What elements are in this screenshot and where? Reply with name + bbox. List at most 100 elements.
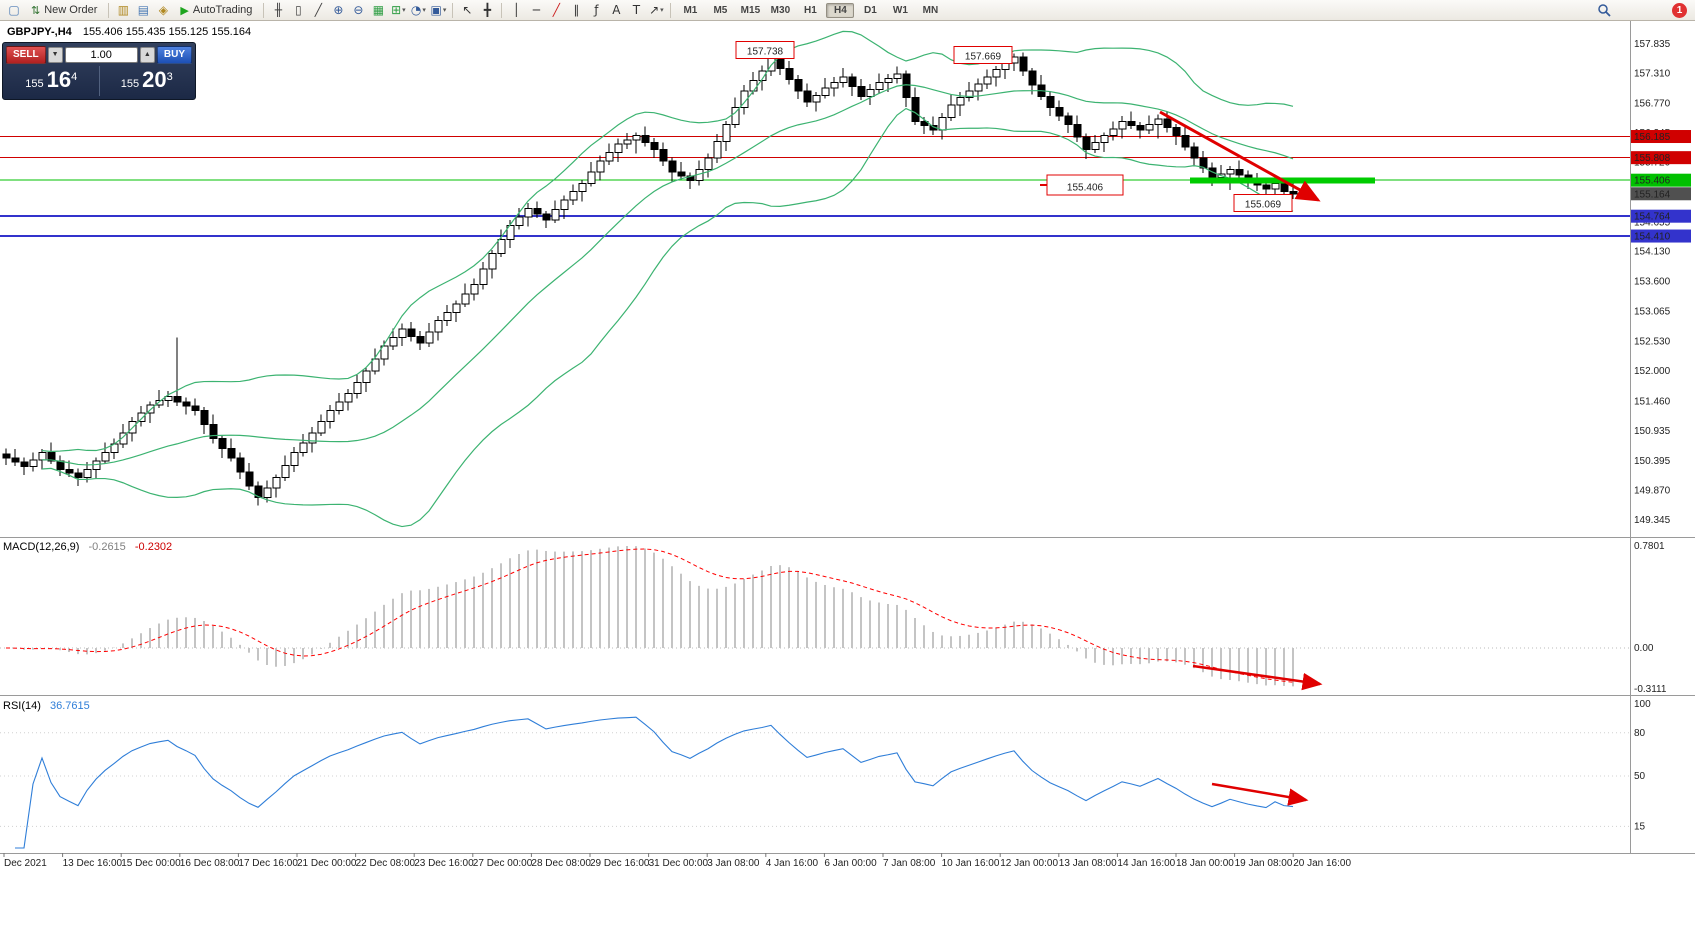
svg-text:150.395: 150.395 — [1634, 456, 1671, 467]
search-icon[interactable] — [1594, 1, 1614, 20]
navigator-icon[interactable]: ◈ — [158, 3, 169, 17]
timeframe-m1-button[interactable]: M1 — [683, 4, 698, 16]
timeframe-m5-button[interactable]: M5 — [713, 4, 728, 16]
rsi-panel[interactable] — [0, 716, 1630, 849]
text-icon[interactable]: A — [612, 3, 621, 17]
trendline-icon[interactable]: ╱ — [552, 3, 561, 17]
svg-text:20 Jan 16:00: 20 Jan 16:00 — [1293, 858, 1351, 869]
autotrading-button-label: AutoTrading — [192, 4, 253, 16]
dropdown-arrow-icon: ▾ — [402, 6, 406, 14]
crosshair-icon[interactable]: ╋ — [483, 3, 492, 17]
text-label-icon[interactable]: T — [632, 3, 641, 17]
trend-arrow-rsi — [1211, 782, 1309, 806]
ohlc-values: 155.406 155.435 155.125 155.164 — [82, 26, 252, 38]
svg-text:155.164: 155.164 — [1634, 189, 1671, 200]
trend-arrow-macd — [1192, 664, 1323, 691]
candlestick-chart-icon[interactable]: ▯ — [295, 3, 302, 17]
profiles-icon[interactable]: ◔ ▾ — [410, 3, 426, 17]
macd-indicator-label: MACD(12,26,9) -0.2615 -0.2302 — [3, 541, 173, 553]
svg-text:155.808: 155.808 — [1634, 153, 1671, 164]
drawn-objects[interactable]: 157.738 157.669 155.406 155.069 — [735, 41, 1375, 806]
svg-text:153.600: 153.600 — [1634, 276, 1671, 287]
timeframe-w1-button[interactable]: W1 — [892, 4, 908, 16]
horizontal-line-icon[interactable]: ─ — [532, 3, 541, 17]
svg-text:80: 80 — [1634, 728, 1646, 739]
symbol-timeframe-label: GBPJPY-,H4 — [7, 26, 72, 38]
svg-text:156.185: 156.185 — [1634, 132, 1671, 143]
svg-text:154.764: 154.764 — [1634, 212, 1671, 223]
svg-text:154.655: 154.655 — [1634, 217, 1671, 228]
dropdown-arrow-icon: ▾ — [422, 6, 426, 14]
zoom-in-icon[interactable]: ⊕ — [333, 3, 344, 17]
svg-text:157.835: 157.835 — [1634, 39, 1671, 50]
svg-text:23 Dec 16:00: 23 Dec 16:00 — [414, 858, 474, 869]
market-watch-icon[interactable]: ▥ — [117, 3, 130, 17]
equidistant-channel-icon[interactable]: ∥ — [573, 3, 580, 17]
timeframe-mn-button[interactable]: MN — [922, 4, 939, 16]
autotrading-button[interactable]: ▶ AutoTrading — [173, 0, 259, 20]
new-order-button[interactable]: ⇅ New Order — [24, 0, 104, 20]
svg-text:156.770: 156.770 — [1634, 99, 1671, 110]
svg-text:149.870: 149.870 — [1634, 486, 1671, 497]
svg-text:151.460: 151.460 — [1634, 396, 1671, 407]
cursor-icon[interactable]: ↖ — [462, 3, 473, 17]
time-scale[interactable]: Dec 2021 13 Dec 16:00 15 Dec 00:00 16 Dec 0… — [3, 853, 1351, 869]
svg-text:155.406: 155.406 — [1634, 176, 1671, 187]
svg-text:31 Dec 00:00: 31 Dec 00:00 — [649, 858, 709, 869]
tile-windows-icon[interactable]: ▦ — [372, 3, 385, 17]
timeframe-d1-button[interactable]: D1 — [864, 4, 877, 16]
svg-text:15: 15 — [1634, 821, 1646, 832]
volume-up-button[interactable]: ▲ — [139, 46, 155, 63]
macd-signal-value: -0.2302 — [134, 541, 173, 553]
buy-button[interactable]: BUY — [156, 45, 192, 64]
svg-text:100: 100 — [1634, 699, 1651, 710]
data-window-icon[interactable]: ▤ — [137, 3, 150, 17]
terminal-icon[interactable]: ▢ — [8, 3, 20, 17]
bollinger-bands — [41, 30, 1294, 528]
volume-input[interactable] — [64, 46, 138, 63]
svg-text:16 Dec 08:00: 16 Dec 08:00 — [180, 858, 240, 869]
volume-down-button[interactable]: ▼ — [47, 46, 63, 63]
zoom-out-icon[interactable]: ⊖ — [353, 3, 364, 17]
vertical-line-icon[interactable]: │ — [512, 3, 521, 17]
main-price-panel[interactable] — [0, 49, 1630, 506]
svg-text:12 Jan 00:00: 12 Jan 00:00 — [1000, 858, 1058, 869]
templates-icon[interactable]: ▣ ▾ — [430, 3, 447, 17]
one-click-trading-panel: SELL ▼ ▲ BUY 155 16 4 155 20 3 — [2, 42, 196, 100]
svg-text:18 Jan 00:00: 18 Jan 00:00 — [1176, 858, 1234, 869]
toolbar-separator — [670, 2, 672, 18]
svg-text:154.410: 154.410 — [1634, 232, 1671, 243]
sell-price-display[interactable]: 155 16 4 — [25, 67, 78, 92]
panel-separators[interactable] — [0, 21, 1695, 854]
fibonacci-icon[interactable]: ƒ — [594, 3, 599, 17]
timeframe-h1-button[interactable]: H1 — [804, 4, 817, 16]
bar-chart-icon[interactable]: ╫ — [274, 3, 283, 17]
svg-text:17 Dec 16:00: 17 Dec 16:00 — [238, 858, 298, 869]
sell-button[interactable]: SELL — [6, 45, 46, 64]
svg-text:14 Jan 16:00: 14 Jan 16:00 — [1117, 858, 1175, 869]
notification-badge[interactable]: 1 — [1672, 2, 1687, 18]
dropdown-arrow-icon: ▾ — [660, 6, 664, 14]
svg-text:4 Jan 16:00: 4 Jan 16:00 — [766, 858, 819, 869]
svg-text:152.000: 152.000 — [1634, 366, 1671, 377]
arrows-tool-icon[interactable]: ↗ ▾ — [649, 3, 664, 17]
rsi-indicator-label: RSI(14) 36.7615 — [3, 700, 90, 712]
buy-price-display[interactable]: 155 20 3 — [120, 67, 173, 92]
timeframe-h4-button[interactable]: H4 — [826, 2, 855, 18]
svg-text:7 Jan 08:00: 7 Jan 08:00 — [883, 858, 936, 869]
timeframe-m15-button[interactable]: M15 — [740, 4, 761, 16]
svg-text:10 Jan 16:00: 10 Jan 16:00 — [942, 858, 1000, 869]
timeframe-m30-button[interactable]: M30 — [770, 4, 791, 16]
price-scale[interactable]: 0.7801 0.00 -0.3111 100 80 50 15 157.835 157.310… — [1631, 39, 1691, 832]
svg-text:29 Dec 16:00: 29 Dec 16:00 — [590, 858, 650, 869]
svg-text:6 Jan 00:00: 6 Jan 00:00 — [824, 858, 877, 869]
price-annotation-box — [735, 41, 795, 59]
svg-text:0.00: 0.00 — [1634, 643, 1654, 654]
toolbar-separator — [452, 2, 454, 18]
toolbar-separator — [501, 2, 503, 18]
macd-panel[interactable] — [0, 546, 1630, 687]
line-chart-icon[interactable]: ╱ — [314, 3, 323, 17]
new-chart-icon[interactable]: ⊞ ▾ — [391, 3, 406, 17]
